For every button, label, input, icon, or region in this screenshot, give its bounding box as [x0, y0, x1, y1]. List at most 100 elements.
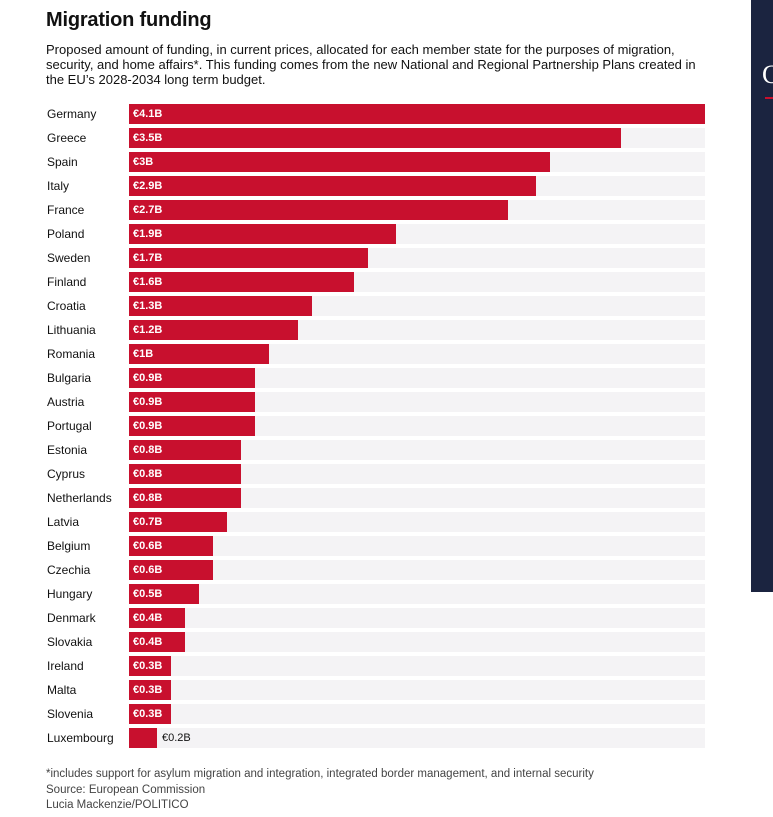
bar — [129, 296, 312, 316]
category-label: Romania — [47, 347, 96, 361]
bar-track — [129, 344, 705, 364]
bar-value-label: €0.8B — [133, 444, 163, 456]
bar-value-label: €0.6B — [133, 564, 163, 576]
bar-value-label: €0.4B — [133, 612, 163, 624]
bar-track — [129, 608, 705, 628]
bar-value-label: €3.5B — [133, 132, 163, 144]
bar-value-label: €1B — [133, 348, 154, 360]
credit-line: Lucia Mackenzie/POLITICO — [46, 799, 189, 811]
category-label: Greece — [47, 131, 87, 145]
bar — [129, 152, 550, 172]
bar-value-label: €0.6B — [133, 540, 163, 552]
bar — [129, 728, 157, 748]
bar-track — [129, 632, 705, 652]
side-logo-glyph: C — [762, 60, 773, 89]
bar — [129, 104, 705, 124]
bar — [129, 272, 354, 292]
side-accent-line — [765, 97, 773, 99]
bar-track — [129, 488, 705, 508]
category-label: Cyprus — [47, 467, 86, 481]
bar — [129, 224, 396, 244]
bar — [129, 248, 368, 268]
bar-value-label: €0.2B — [162, 732, 191, 744]
footnote: *includes support for asylum migration a… — [46, 768, 594, 780]
category-label: Lithuania — [47, 323, 96, 337]
bar-value-label: €3B — [133, 156, 154, 168]
category-label: Germany — [47, 107, 97, 121]
bar — [129, 560, 213, 580]
bar-track — [129, 440, 705, 460]
category-label: Denmark — [47, 611, 96, 625]
bar-value-label: €0.3B — [133, 684, 163, 696]
bar-track — [129, 512, 705, 532]
bar — [129, 440, 241, 460]
bar — [129, 176, 536, 196]
bar — [129, 128, 621, 148]
category-label: France — [47, 203, 85, 217]
category-label: Poland — [47, 227, 85, 241]
bar-value-label: €1.2B — [133, 324, 163, 336]
bar-track — [129, 728, 705, 748]
bar-track — [129, 392, 705, 412]
bar — [129, 656, 171, 676]
category-label: Bulgaria — [47, 371, 92, 385]
chart-footer: *includes support for asylum migration a… — [46, 767, 594, 814]
bar-value-label: €1.7B — [133, 252, 163, 264]
chart-subtitle: Proposed amount of funding, in current p… — [46, 42, 696, 87]
bar-track — [129, 656, 705, 676]
bar-value-label: €0.9B — [133, 420, 163, 432]
bar — [129, 512, 227, 532]
bar — [129, 632, 185, 652]
category-label: Belgium — [47, 539, 91, 553]
bar-track — [129, 368, 705, 388]
category-label: Portugal — [47, 419, 92, 433]
bar — [129, 392, 255, 412]
category-label: Czechia — [47, 563, 91, 577]
bar — [129, 344, 269, 364]
category-label: Spain — [47, 155, 78, 169]
source-line: Source: European Commission — [46, 783, 206, 796]
bar — [129, 608, 185, 628]
bar — [129, 536, 213, 556]
bar — [129, 680, 171, 700]
bar-value-label: €0.3B — [133, 708, 163, 720]
bar-value-label: €1.6B — [133, 276, 163, 288]
bar-value-label: €0.7B — [133, 516, 163, 528]
bar — [129, 416, 255, 436]
bar-value-label: €0.5B — [133, 588, 163, 600]
bar — [129, 704, 171, 724]
category-label: Netherlands — [47, 491, 112, 505]
bar-value-label: €1.9B — [133, 228, 163, 240]
bar-track — [129, 584, 705, 604]
bar — [129, 584, 199, 604]
bar-track — [129, 464, 705, 484]
bar-value-label: €2.7B — [133, 204, 163, 216]
category-label: Italy — [47, 179, 70, 193]
category-label: Luxembourg — [47, 731, 114, 745]
bar-value-label: €2.9B — [133, 180, 163, 192]
bar-value-label: €4.1B — [133, 108, 163, 120]
category-label: Malta — [47, 683, 77, 697]
bar-track — [129, 536, 705, 556]
category-label: Hungary — [47, 587, 93, 601]
category-label: Ireland — [47, 659, 84, 673]
bar-value-label: €0.8B — [133, 468, 163, 480]
bar — [129, 464, 241, 484]
bar-value-label: €1.3B — [133, 300, 163, 312]
category-label: Croatia — [47, 299, 86, 313]
category-label: Latvia — [47, 515, 80, 529]
category-label: Sweden — [47, 251, 91, 265]
bar — [129, 488, 241, 508]
bar — [129, 320, 298, 340]
chart-title: Migration funding — [46, 9, 212, 31]
bar — [129, 368, 255, 388]
bar-value-label: €0.8B — [133, 492, 163, 504]
category-label: Finland — [47, 275, 87, 289]
bar-track — [129, 704, 705, 724]
category-label: Austria — [47, 395, 85, 409]
bar-track — [129, 416, 705, 436]
bar-value-label: €0.4B — [133, 636, 163, 648]
category-label: Slovakia — [47, 635, 93, 649]
category-label: Slovenia — [47, 707, 94, 721]
